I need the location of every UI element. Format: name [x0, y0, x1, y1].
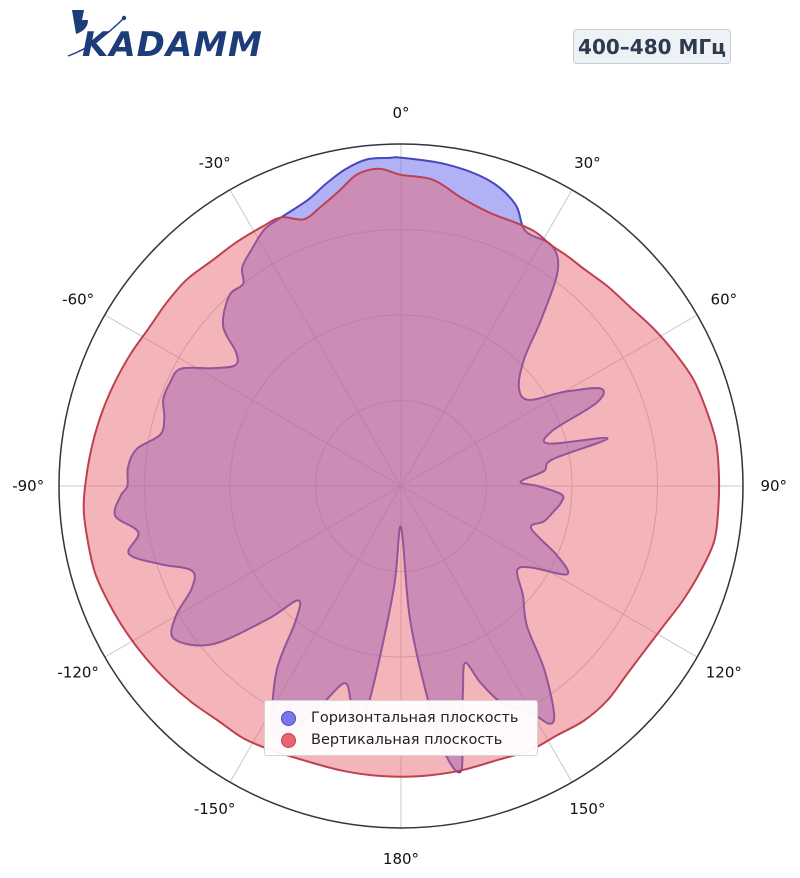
angle-tick-label: 90°: [760, 477, 787, 495]
angle-tick-label: 60°: [711, 291, 738, 309]
angle-tick-label: -150°: [194, 800, 236, 818]
legend-swatch-vertical: [281, 732, 296, 748]
series-vertical-area: [82, 167, 721, 778]
angle-tick-label: 180°: [383, 850, 419, 868]
angle-tick-label: 30°: [574, 154, 601, 172]
legend-item-vertical: Вертикальная плоскость: [281, 729, 537, 751]
series-horizontal-area: [113, 156, 609, 774]
legend-item-horizontal: Горизонтальная плоскость: [281, 707, 537, 729]
legend-swatch-horizontal: [281, 710, 296, 726]
angle-tick-label: -30°: [199, 154, 231, 172]
angle-labels: 0° 30° 60° 90° 120° 150° 180° -150° -120° -90° -60…: [12, 104, 787, 868]
logo-text: KADAMM: [82, 25, 263, 63]
legend-label-horizontal: Горизонтальная плоскость: [311, 710, 519, 726]
frequency-badge: 400–480 МГц: [573, 29, 731, 64]
angle-tick-label: -90°: [12, 477, 44, 495]
series-layer: [82, 156, 721, 778]
angle-tick-label: 150°: [569, 800, 605, 818]
kadamm-logo: KADAMM: [66, 8, 266, 67]
angle-tick-label: 120°: [706, 663, 742, 681]
outer-ring: [58, 143, 744, 829]
chart-legend: Горизонтальная плоскость Вертикальная пл…: [264, 700, 538, 756]
angle-tick-label: -60°: [62, 291, 94, 309]
angle-tick-label: 0°: [392, 104, 409, 122]
logo-swoosh: [72, 10, 88, 34]
legend-label-vertical: Вертикальная плоскость: [311, 732, 503, 748]
angle-tick-label: -120°: [57, 663, 99, 681]
